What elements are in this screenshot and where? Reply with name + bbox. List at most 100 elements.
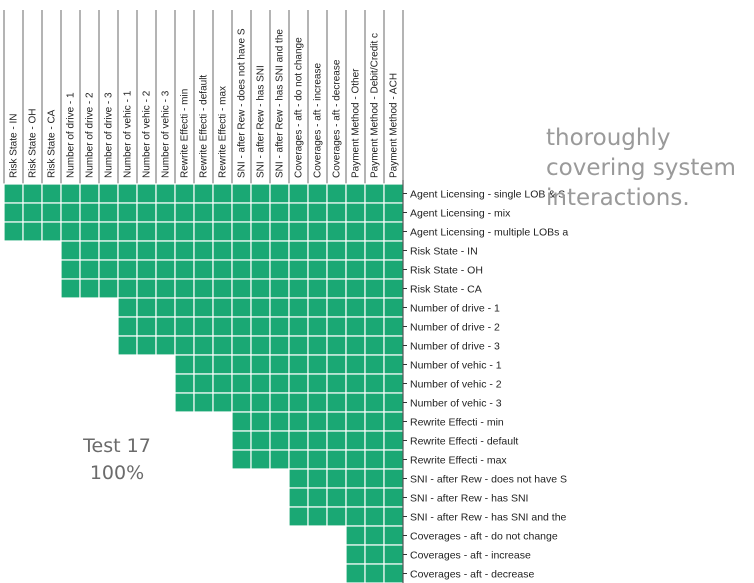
matrix-cell (174, 202, 195, 223)
matrix-cell (345, 392, 366, 413)
matrix-cell (60, 278, 81, 299)
matrix-cell (60, 183, 81, 204)
matrix-cell (288, 411, 309, 432)
matrix-cell (193, 392, 214, 413)
matrix-cell (250, 335, 271, 356)
matrix-cell (345, 411, 366, 432)
matrix-cell (288, 202, 309, 223)
column-label: Risk State - CA (47, 109, 58, 178)
matrix-cell (364, 506, 385, 527)
matrix-cell (383, 449, 404, 470)
matrix-cell (155, 240, 176, 261)
matrix-cell (212, 202, 233, 223)
matrix-cell (250, 354, 271, 375)
side-note-line-2: covering system (546, 155, 736, 181)
matrix-cell (136, 316, 157, 337)
matrix-cell (288, 259, 309, 280)
matrix-cell (193, 259, 214, 280)
matrix-cell (250, 449, 271, 470)
matrix-cell (269, 411, 290, 432)
matrix-cell (250, 278, 271, 299)
matrix-cell (136, 335, 157, 356)
matrix-cell (231, 183, 252, 204)
matrix-cell (136, 183, 157, 204)
matrix-cell (307, 240, 328, 261)
row-label: Rewrite Effecti - default (410, 435, 518, 447)
column-label: Number of vehic - 2 (142, 90, 153, 178)
matrix-cell (193, 316, 214, 337)
matrix-cell (231, 297, 252, 318)
matrix-cell (326, 373, 347, 394)
matrix-cell (60, 259, 81, 280)
column-label: Risk State - OH (28, 109, 39, 178)
matrix-cell (288, 316, 309, 337)
matrix-cell (41, 202, 62, 223)
matrix-cell (3, 202, 24, 223)
row-label: Agent Licensing - multiple LOBs a (410, 226, 568, 238)
matrix-cell (231, 316, 252, 337)
matrix-cell (269, 430, 290, 451)
matrix-cell (364, 487, 385, 508)
column-label: SNI - after Rew - has SNI and the (275, 29, 286, 178)
matrix-cell (212, 392, 233, 413)
matrix-cell (288, 506, 309, 527)
matrix-cell (307, 316, 328, 337)
matrix-cell (345, 430, 366, 451)
matrix-cell (288, 487, 309, 508)
matrix-cell (326, 411, 347, 432)
matrix-cell (326, 183, 347, 204)
matrix-cell (383, 259, 404, 280)
matrix-cell (364, 392, 385, 413)
matrix-cell (117, 202, 138, 223)
matrix-cell (136, 278, 157, 299)
matrix-cell (212, 316, 233, 337)
matrix-cell (269, 392, 290, 413)
matrix-cell (383, 411, 404, 432)
matrix-cell (364, 221, 385, 242)
column-label: Number of drive - 1 (66, 92, 77, 178)
matrix-cell (155, 221, 176, 242)
matrix-cell (136, 297, 157, 318)
matrix-cell (79, 202, 100, 223)
matrix-cell (155, 183, 176, 204)
matrix-cell (193, 183, 214, 204)
row-labels: Agent Licensing - single LOB & S Agent Li… (403, 188, 568, 580)
matrix-cell (288, 392, 309, 413)
matrix-cell (136, 240, 157, 261)
matrix-cell (60, 202, 81, 223)
matrix-cell (193, 373, 214, 394)
matrix-cell (212, 297, 233, 318)
matrix-cell (326, 468, 347, 489)
matrix-cell (345, 506, 366, 527)
matrix-cell (174, 278, 195, 299)
row-label: Number of vehic - 1 (410, 359, 502, 371)
matrix-cell (269, 202, 290, 223)
matrix-cell (383, 544, 404, 565)
matrix-cell (288, 373, 309, 394)
matrix-cells (3, 183, 404, 583)
matrix-cell (22, 183, 43, 204)
matrix-cell (250, 430, 271, 451)
matrix-cell (326, 259, 347, 280)
matrix-cell (231, 449, 252, 470)
matrix-cell (193, 354, 214, 375)
matrix-cell (364, 278, 385, 299)
matrix-cell (231, 202, 252, 223)
matrix-cell (60, 221, 81, 242)
matrix-cell (231, 354, 252, 375)
matrix-cell (364, 544, 385, 565)
column-label: Rewrite Effecti - max (218, 86, 229, 178)
matrix-cell (250, 297, 271, 318)
matrix-cell (288, 335, 309, 356)
row-label: Risk State - OH (410, 264, 483, 276)
matrix-cell (383, 354, 404, 375)
matrix-cell (250, 373, 271, 394)
matrix-cell (288, 240, 309, 261)
column-label: Payment Method - ACH (389, 73, 400, 178)
matrix-cell (288, 354, 309, 375)
matrix-cell (288, 430, 309, 451)
matrix-cell (155, 297, 176, 318)
matrix-cell (364, 354, 385, 375)
matrix-cell (174, 354, 195, 375)
matrix-cell (269, 335, 290, 356)
